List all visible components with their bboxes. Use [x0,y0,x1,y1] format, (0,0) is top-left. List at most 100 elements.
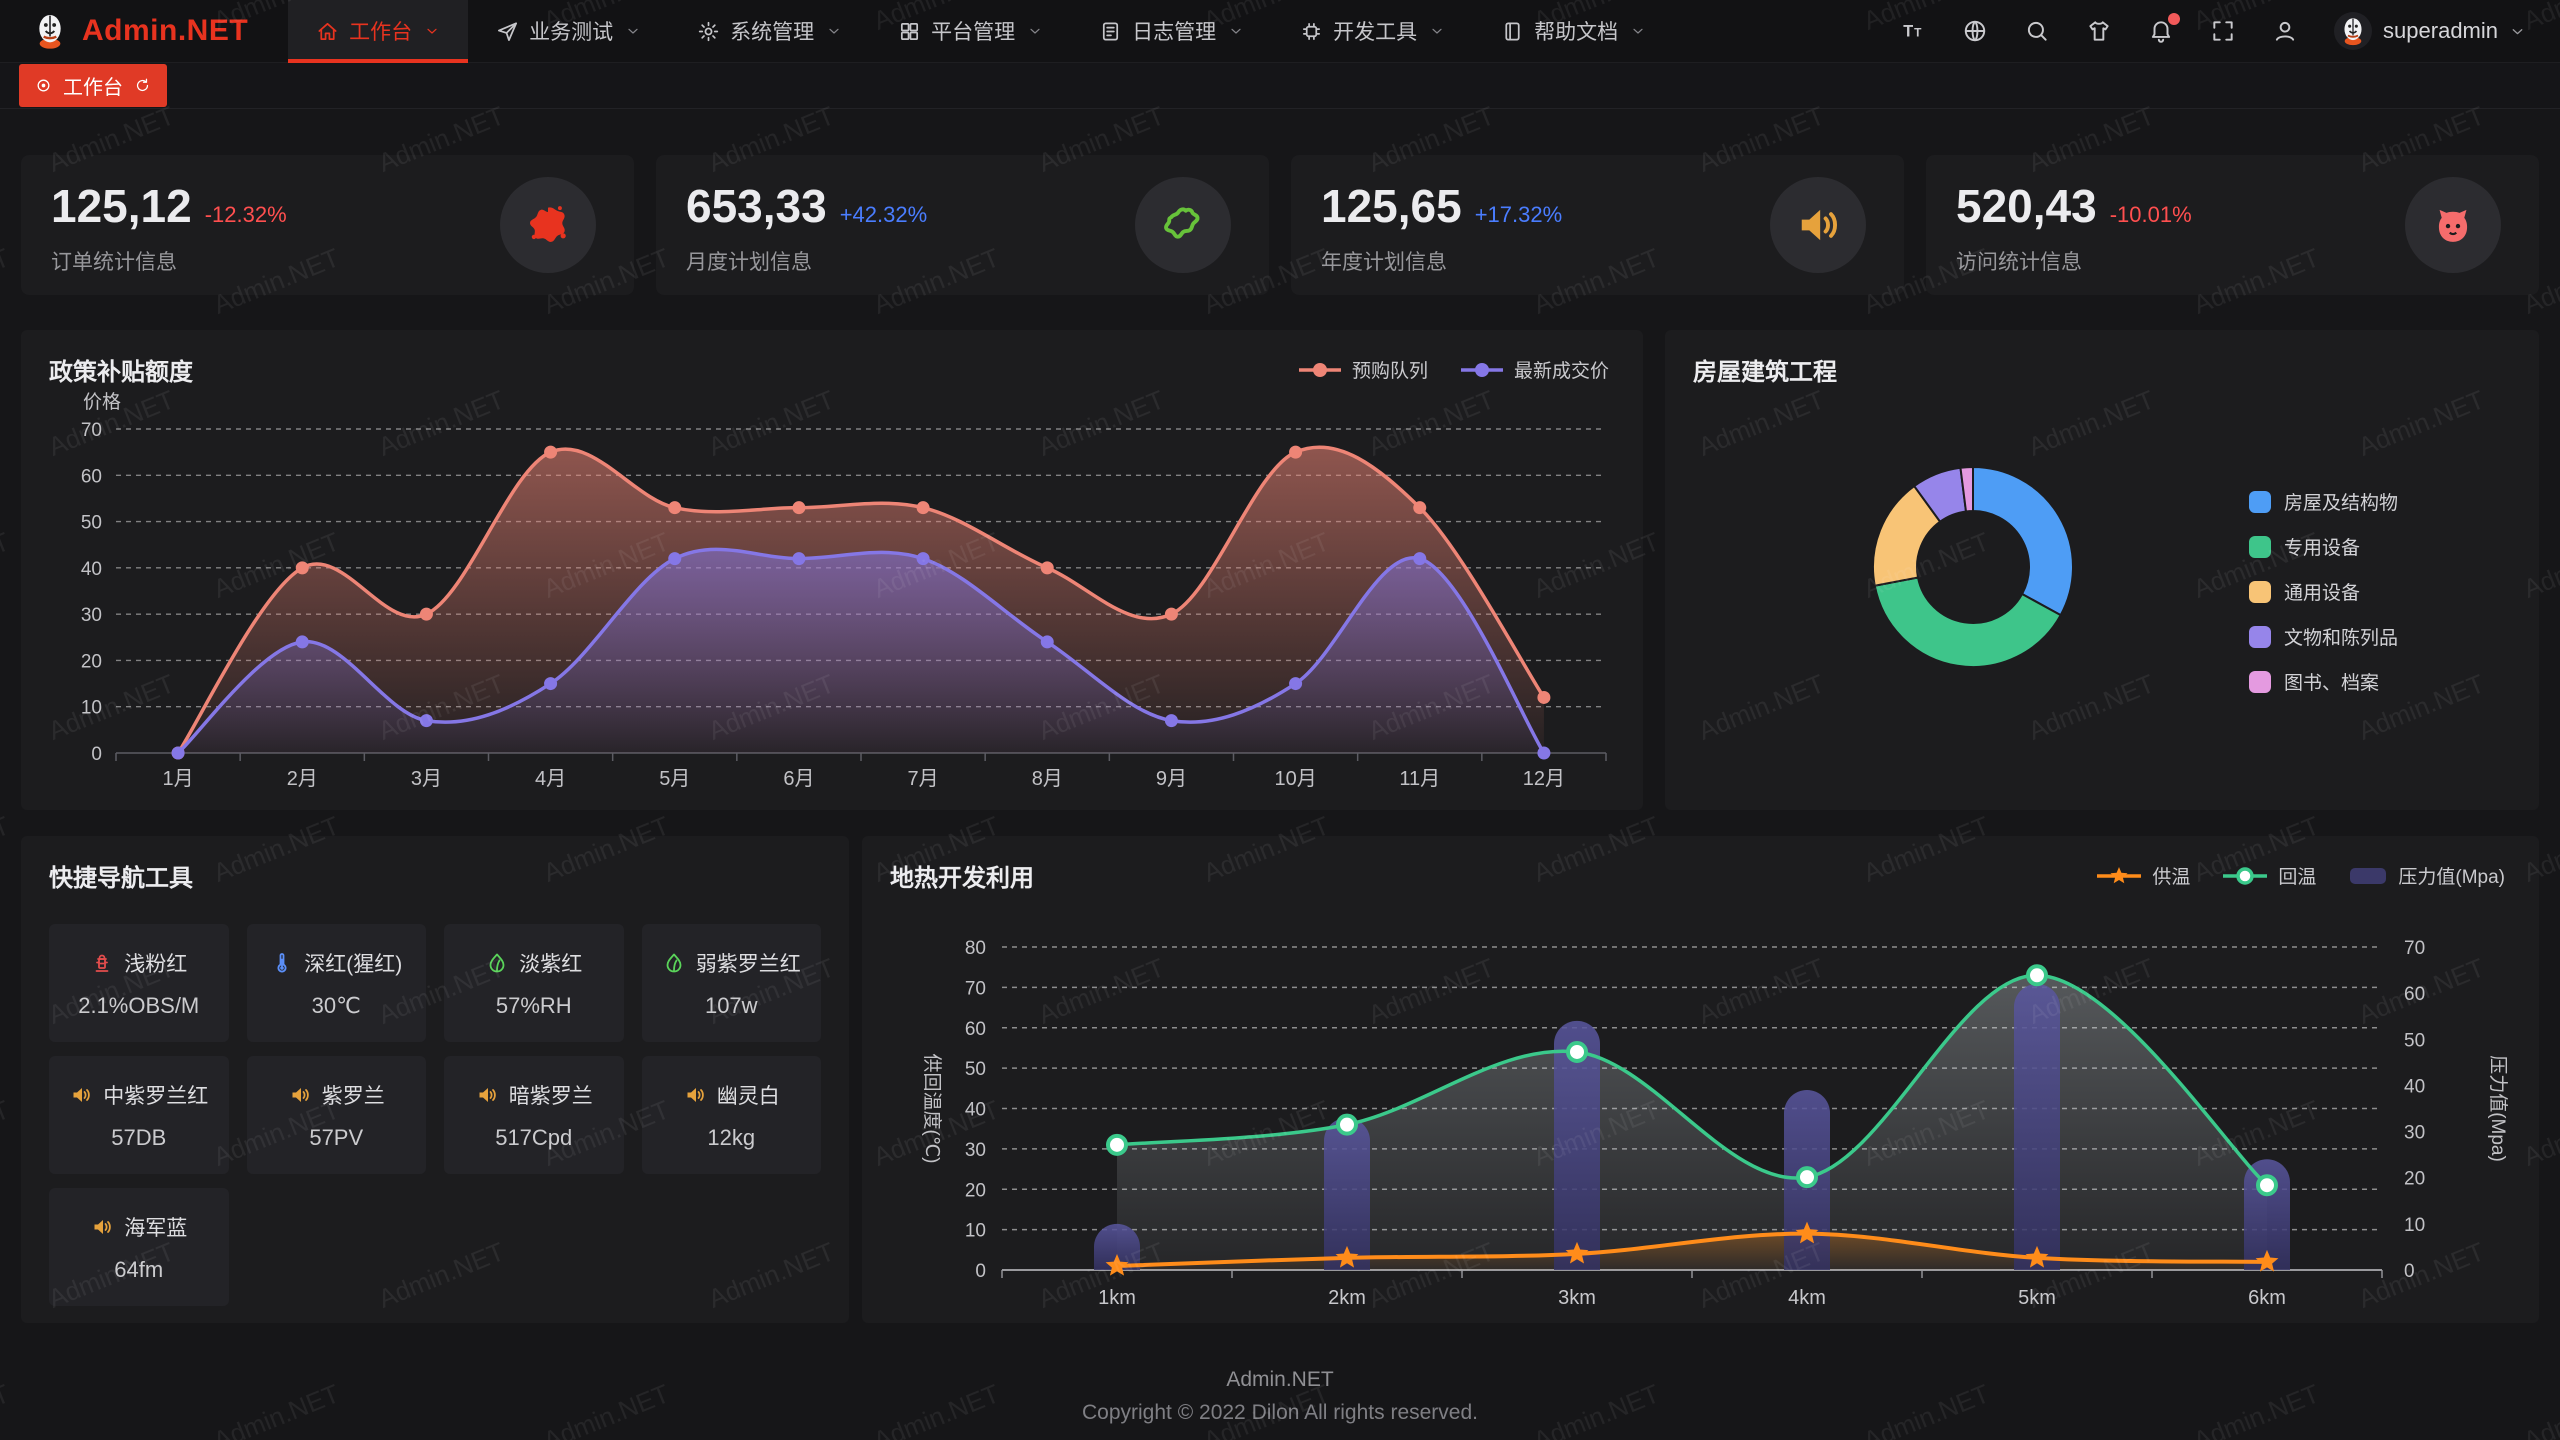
donut-legend-item-2[interactable]: 通用设备 [2249,578,2398,605]
donut-legend-item-0[interactable]: 房屋及结构物 [2249,488,2398,515]
data-point [2255,1249,2279,1272]
quick-nav-value: 2.1%OBS/M [78,992,200,1018]
svg-text:价格: 价格 [83,391,121,413]
donut-legend-item-3[interactable]: 文物和陈列品 [2249,623,2398,650]
language-button[interactable] [1962,18,1988,44]
tabbar: 工作台 [0,62,2560,109]
grid-icon [898,20,921,43]
legend-label: 房屋及结构物 [2284,493,2399,514]
search-button[interactable] [2024,18,2050,44]
nav-item-2[interactable]: 系统管理 [669,0,870,62]
user-button[interactable] [2272,18,2298,44]
quick-nav-value: 57PV [309,1124,364,1150]
quick-nav-button-2[interactable]: 淡紫红 57%RH [444,924,624,1042]
svg-text:50: 50 [965,1059,986,1080]
chip-icon [1300,20,1323,43]
fullscreen-button[interactable] [2210,18,2236,44]
data-point [1040,635,1054,649]
svg-text:压力值(Mpa): 压力值(Mpa) [2487,1055,2509,1162]
stat-label: 订单统计信息 [51,251,177,274]
dot-circle-icon [35,77,52,94]
quick-nav-label: 中紫罗兰红 [103,1084,209,1108]
nav-item-label: 平台管理 [931,21,1016,44]
svg-text:60: 60 [81,466,102,487]
stat-label: 访问统计信息 [1956,251,2082,274]
quick-nav-button-5[interactable]: 紫罗兰 57PV [246,1056,426,1174]
data-point [1537,690,1551,704]
quick-nav-button-3[interactable]: 弱紫罗兰红 107w [641,924,821,1042]
data-point [1289,445,1303,459]
header-actions: T T superadmin [1900,0,2560,62]
data-point [668,501,682,515]
quick-nav-value: 64fm [114,1256,164,1282]
panel-policy-subsidy-chart: 0 10 20 30 40 50 60 70 价格 1月 2月 3月 4月 5月 6月 7月 8月 9月 10月 11… [21,330,1643,810]
leaf-icon [485,951,509,975]
donut-legend-item-1[interactable]: 专用设备 [2249,533,2398,560]
theme-button[interactable] [2086,18,2112,44]
data-point [792,501,806,515]
svg-text:3km: 3km [1558,1287,1596,1309]
nav-item-3[interactable]: 平台管理 [870,0,1071,62]
donut-legend-item-4[interactable]: 图书、档案 [2249,668,2398,695]
quick-nav-label: 暗紫罗兰 [508,1084,593,1108]
data-point [1105,1253,1129,1276]
geo-legend-item-1[interactable]: 回温 [2222,862,2316,889]
stat-card-2: 125,65 +17.32% 年度计划信息 [1291,155,1904,295]
legend-label: 通用设备 [2284,583,2361,604]
tab-0[interactable]: 工作台 [19,63,167,107]
quick-nav-title: 快捷导航工具 [49,865,193,892]
quick-nav-button-4[interactable]: 中紫罗兰红 57DB [49,1056,229,1174]
bell-button[interactable] [2148,13,2181,44]
footer-app-name: Admin.NET [1226,1368,1334,1391]
nav-item-5[interactable]: 开发工具 [1272,0,1473,62]
geo-legend-item-2[interactable]: 压力值(Mpa) [2348,862,2505,889]
quick-nav-button-1[interactable]: 深红(猩红) 30℃ [246,924,426,1042]
penguin-logo-icon [30,11,70,51]
legend-swatch [2249,580,2271,603]
stat-delta: -10.01% [2109,202,2192,227]
panel-quick-nav: 快捷导航工具 浅粉红 2.1%OBS/M 深红(猩红) 30℃ 淡紫红 57%RH 弱紫罗兰… [21,836,849,1323]
user-avatar [2334,12,2373,50]
data-point [544,677,558,691]
legend-item-0[interactable]: 预购队列 [1298,356,1428,383]
stat-label: 月度计划信息 [686,251,812,274]
watermark-text: Admin.NET [0,242,14,320]
app-logo[interactable]: Admin.NET [0,0,288,62]
nav-item-0[interactable]: 工作台 [288,0,469,63]
svg-text:11月: 11月 [1399,768,1440,790]
page-footer: Admin.NET Copyright © 2022 Dilon All rig… [0,1368,2560,1425]
pressure-bar [1094,1223,1140,1270]
stat-value: 520,43 [1956,180,2097,232]
quick-nav-value: 57%RH [495,992,572,1018]
quick-nav-button-8[interactable]: 海军蓝 64fm [49,1188,229,1306]
svg-text:供回温度(℃): 供回温度(℃) [921,1054,943,1164]
nav-item-1[interactable]: 业务测试 [468,0,669,62]
svg-text:T: T [1914,25,1922,39]
data-point [1413,501,1427,515]
svg-text:0: 0 [91,744,102,765]
quick-nav-button-0[interactable]: 浅粉红 2.1%OBS/M [49,924,229,1042]
donut-slice-4 [1959,465,1974,513]
nav-item-6[interactable]: 帮助文档 [1473,0,1674,62]
quick-nav-button-7[interactable]: 幽灵白 12kg [641,1056,821,1174]
legend-label: 专用设备 [2284,538,2361,559]
legend-item-1[interactable]: 最新成交价 [1460,356,1609,383]
speaker-icon [475,1083,499,1107]
geo-legend-item-0[interactable]: 供温 [2096,862,2190,889]
legend-label: 压力值(Mpa) [2398,867,2505,888]
nav-item-4[interactable]: 日志管理 [1071,0,1272,62]
data-point [2025,1245,2049,1268]
user-menu[interactable]: superadmin [2334,12,2526,50]
send-icon [496,20,519,43]
svg-text:5月: 5月 [659,768,690,790]
quick-nav-button-6[interactable]: 暗紫罗兰 517Cpd [444,1056,624,1174]
data-point [1164,607,1178,621]
nav-item-label: 业务测试 [529,21,614,44]
quick-nav-label: 海军蓝 [124,1216,188,1240]
stat-value: 653,33 [686,180,827,232]
refresh-icon[interactable] [134,77,151,94]
data-point [295,561,309,575]
